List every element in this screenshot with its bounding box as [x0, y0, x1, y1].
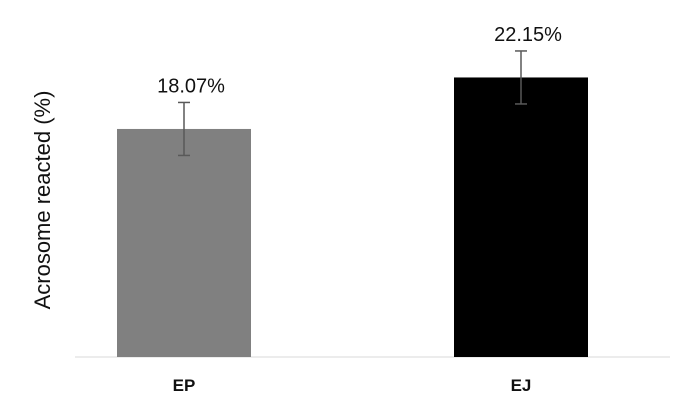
- data-labels-group: 18.07% 22.15%: [157, 24, 562, 97]
- y-axis-label: Acrosome reacted (%): [30, 91, 55, 310]
- x-tick-label-ej: EJ: [511, 376, 532, 395]
- x-tick-labels-group: EP EJ: [173, 376, 532, 395]
- bar-ep: [117, 128, 251, 357]
- data-label-ep: 18.07%: [157, 75, 225, 97]
- bars-group: [117, 77, 588, 357]
- error-bars-group: [178, 50, 527, 157]
- error-bar-ep: [178, 101, 190, 157]
- bar-ej: [454, 77, 588, 357]
- plot-area: 18.07% 22.15% EP EJ: [75, 24, 670, 395]
- x-tick-label-ep: EP: [173, 376, 196, 395]
- error-bar-ej: [515, 50, 527, 105]
- data-label-ej: 22.15%: [494, 24, 562, 46]
